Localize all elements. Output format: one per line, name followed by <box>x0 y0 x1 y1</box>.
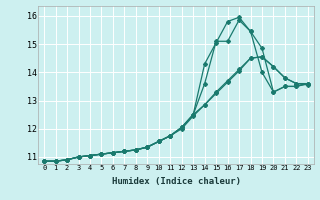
X-axis label: Humidex (Indice chaleur): Humidex (Indice chaleur) <box>111 177 241 186</box>
